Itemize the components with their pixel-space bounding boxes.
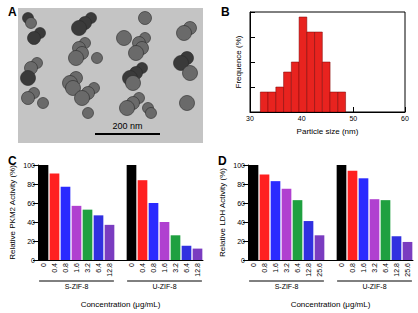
svg-text:0.8: 0.8 [62, 263, 69, 273]
svg-text:100: 100 [23, 162, 35, 169]
svg-text:Relative LDH Activity (%): Relative LDH Activity (%) [218, 168, 227, 257]
svg-text:Concentration (μg/mL): Concentration (μg/mL) [81, 300, 161, 309]
svg-text:S-ZIF-8: S-ZIF-8 [275, 283, 299, 290]
svg-text:60: 60 [27, 200, 35, 207]
svg-text:6.4: 6.4 [294, 263, 301, 273]
svg-text:0: 0 [128, 263, 135, 267]
svg-text:1.6: 1.6 [73, 263, 80, 273]
svg-text:0.8: 0.8 [150, 263, 157, 273]
svg-text:0: 0 [40, 263, 47, 267]
svg-text:0.4: 0.4 [139, 263, 146, 273]
svg-text:6.4: 6.4 [183, 263, 190, 273]
svg-text:0.8: 0.8 [349, 263, 356, 273]
svg-text:U-ZIF-8: U-ZIF-8 [362, 283, 386, 290]
svg-text:100: 100 [233, 162, 245, 169]
svg-text:0: 0 [338, 263, 345, 267]
svg-text:12.8: 12.8 [194, 263, 201, 277]
svg-text:6.4: 6.4 [95, 263, 102, 273]
svg-text:60: 60 [237, 200, 245, 207]
svg-text:200 nm: 200 nm [112, 121, 142, 131]
svg-text:Concentration (μg/mL): Concentration (μg/mL) [291, 300, 371, 309]
svg-text:80: 80 [27, 181, 35, 188]
svg-text:Particle size (nm): Particle size (nm) [297, 127, 359, 136]
svg-text:3.2: 3.2 [84, 263, 91, 273]
svg-text:3.2: 3.2 [172, 263, 179, 273]
svg-text:D: D [218, 154, 227, 168]
svg-text:3.2: 3.2 [371, 263, 378, 273]
svg-text:0.8: 0.8 [261, 263, 268, 273]
svg-text:S-ZIF-8: S-ZIF-8 [65, 283, 89, 290]
svg-text:0: 0 [241, 257, 245, 264]
svg-text:Relative PKM2 Activity (%): Relative PKM2 Activity (%) [8, 165, 17, 260]
svg-text:1.6: 1.6 [161, 263, 168, 273]
svg-text:25.6: 25.6 [404, 263, 411, 277]
svg-text:0: 0 [250, 263, 257, 267]
svg-text:40: 40 [27, 219, 35, 226]
svg-text:A: A [8, 5, 17, 19]
svg-text:1.6: 1.6 [272, 263, 279, 273]
svg-text:20: 20 [237, 238, 245, 245]
svg-text:6.4: 6.4 [382, 263, 389, 273]
svg-text:C: C [8, 154, 17, 168]
svg-text:12.8: 12.8 [106, 263, 113, 277]
svg-text:50: 50 [349, 115, 357, 122]
svg-text:60: 60 [401, 115, 409, 122]
svg-text:25.6: 25.6 [316, 263, 323, 277]
svg-text:40: 40 [237, 219, 245, 226]
svg-text:B: B [221, 5, 230, 19]
svg-text:U-ZIF-8: U-ZIF-8 [152, 283, 176, 290]
svg-text:20: 20 [27, 238, 35, 245]
svg-text:80: 80 [237, 181, 245, 188]
svg-text:12.8: 12.8 [393, 263, 400, 277]
svg-text:1.6: 1.6 [360, 263, 367, 273]
svg-text:0: 0 [31, 257, 35, 264]
svg-text:40: 40 [298, 115, 306, 122]
svg-text:30: 30 [246, 115, 254, 122]
svg-text:0.4: 0.4 [51, 263, 58, 273]
svg-text:3.2: 3.2 [283, 263, 290, 273]
svg-text:Frequence (%): Frequence (%) [234, 35, 243, 88]
svg-text:12.8: 12.8 [305, 263, 312, 277]
